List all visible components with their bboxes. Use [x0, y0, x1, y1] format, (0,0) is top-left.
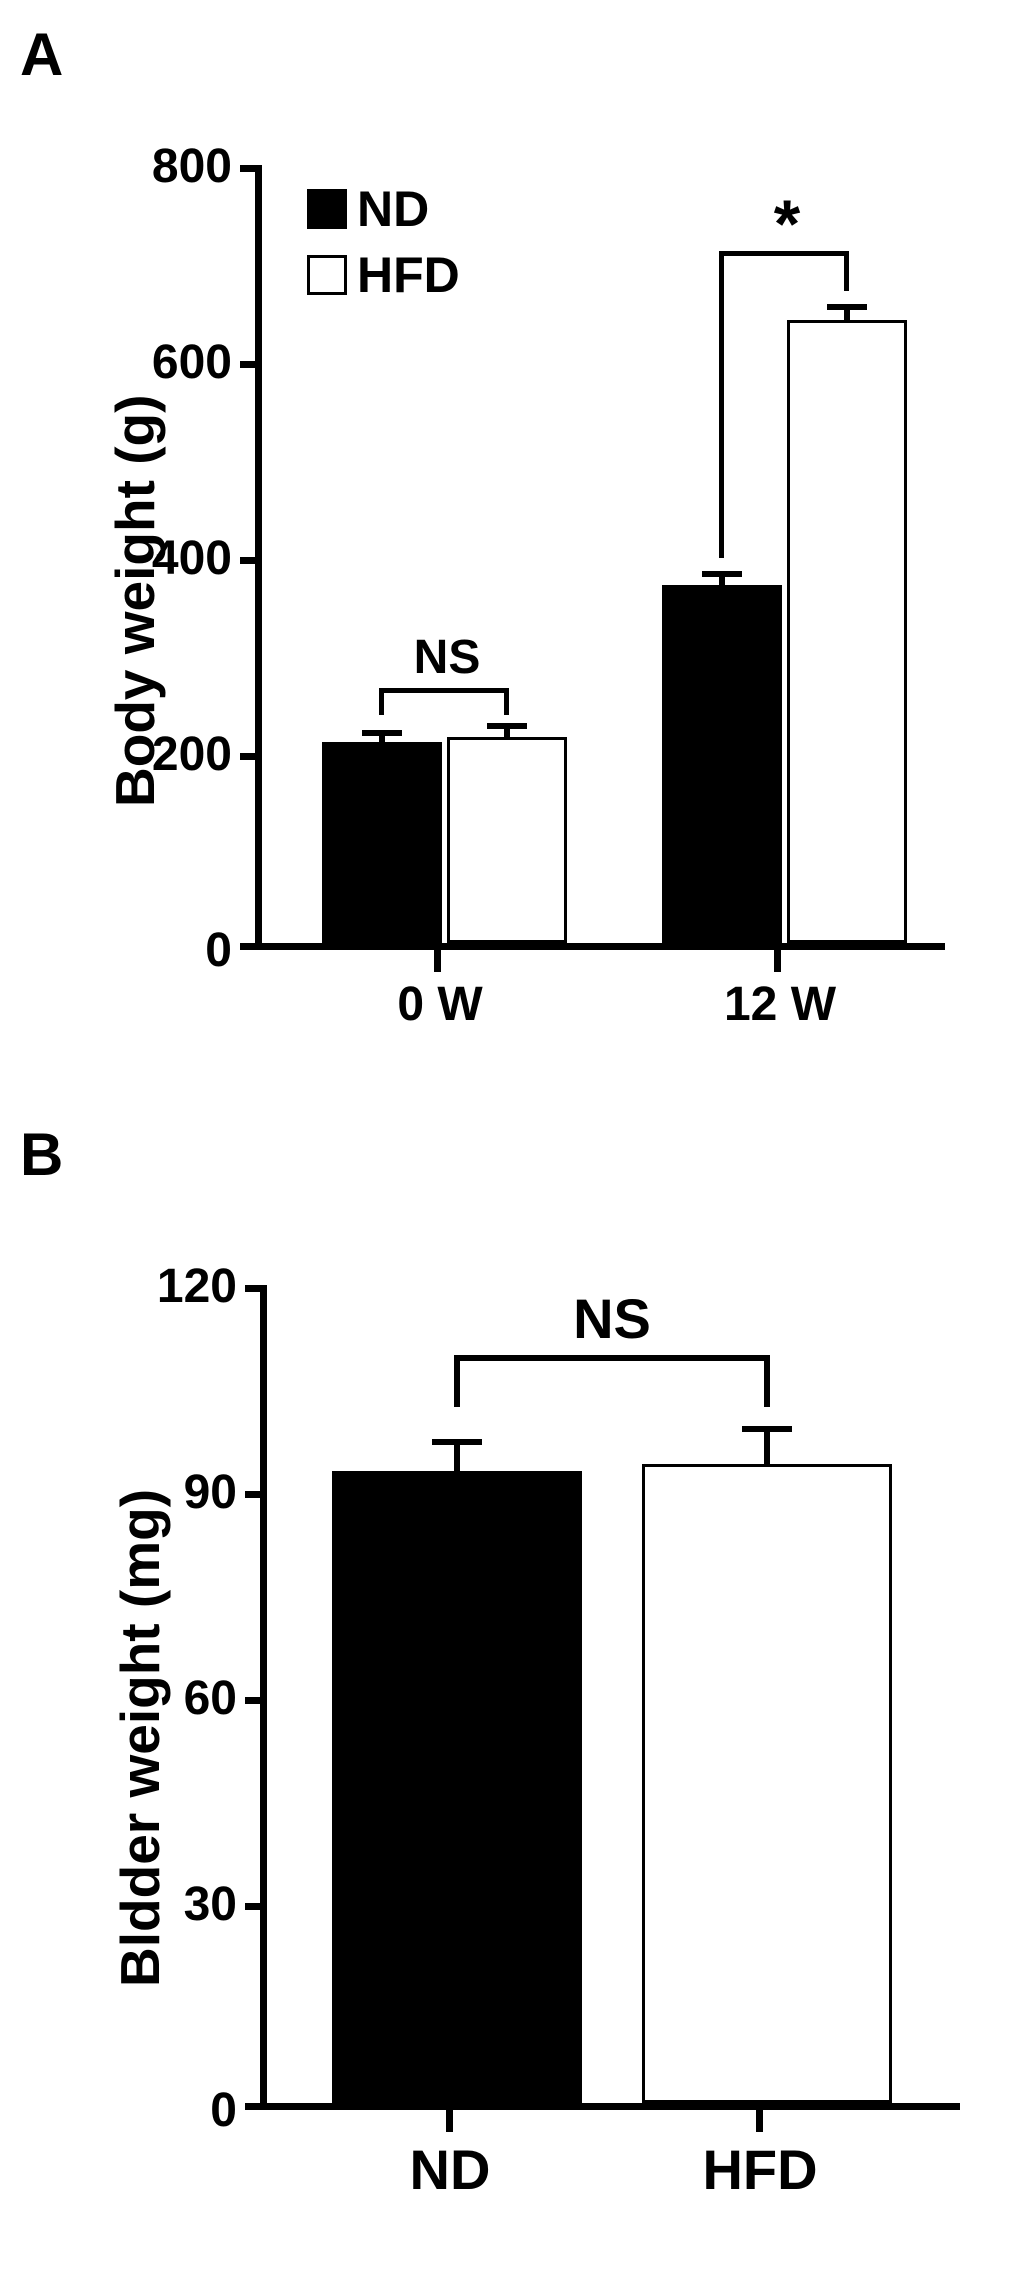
ytick-line	[240, 943, 262, 950]
chart-b-plot: 120 90 60 30 0 NS	[260, 1285, 960, 2110]
ytick-label: 30	[142, 1877, 237, 1932]
xtick-label: HFD	[675, 2137, 845, 2202]
legend-swatch-hfd	[307, 255, 347, 295]
errcap	[487, 723, 527, 729]
chart-a-legend: ND HFD	[307, 180, 460, 312]
ytick-label: 200	[132, 727, 232, 782]
ytick-line	[245, 1285, 267, 1292]
legend-label-nd: ND	[357, 180, 429, 238]
legend-item-hfd: HFD	[307, 246, 460, 304]
bar-12w-hfd	[787, 320, 907, 943]
xtick-line	[446, 2110, 453, 2132]
xtick-line	[756, 2110, 763, 2132]
errcap	[362, 730, 402, 736]
bracket-h	[379, 688, 509, 693]
xtick-label: 0 W	[355, 977, 525, 1032]
ytick-line	[240, 557, 262, 564]
errcap	[742, 1426, 792, 1432]
errcap	[432, 1439, 482, 1445]
annotation-ns-b: NS	[562, 1286, 662, 1351]
bracket-v	[764, 1361, 770, 1407]
ytick-label: 0	[132, 923, 232, 978]
xtick-line	[774, 950, 781, 972]
ytick-line	[245, 1697, 267, 1704]
legend-swatch-nd	[307, 189, 347, 229]
errcap	[702, 571, 742, 577]
ytick-line	[240, 165, 262, 172]
ytick-label: 60	[142, 1671, 237, 1726]
xtick-label: ND	[365, 2137, 535, 2202]
chart-a-plot: 800 600 400 200 0	[255, 165, 945, 950]
ytick-label: 800	[132, 139, 232, 194]
panel-b-label: B	[20, 1120, 63, 1189]
chart-b: Bldder weight (mg) 120 90 60 30 0	[260, 1285, 960, 2110]
ytick-line	[245, 1491, 267, 1498]
ytick-label: 0	[142, 2083, 237, 2138]
bracket-v	[719, 256, 724, 558]
ytick-label: 90	[142, 1465, 237, 1520]
errbar	[454, 1443, 460, 1471]
legend-label-hfd: HFD	[357, 246, 460, 304]
figure-root: A Body weight (g) 800 600 400 200 0	[0, 0, 1020, 2284]
ytick-line	[245, 1903, 267, 1910]
panel-a-label: A	[20, 20, 63, 89]
ytick-label: 120	[142, 1259, 237, 1314]
xtick-label: 12 W	[690, 977, 870, 1032]
bar-b-nd	[332, 1471, 582, 2103]
bracket-v	[504, 693, 509, 715]
ytick-line	[240, 361, 262, 368]
ytick-label: 400	[132, 531, 232, 586]
errcap	[827, 304, 867, 310]
bracket-v	[454, 1361, 460, 1407]
bracket-v	[379, 693, 384, 715]
errbar	[764, 1430, 770, 1464]
chart-a: Body weight (g) 800 600 400 200 0	[255, 165, 945, 950]
annotation-ns-a: NS	[402, 630, 492, 685]
bar-0w-nd	[322, 742, 442, 943]
bracket-v	[844, 256, 849, 291]
ytick-label: 600	[132, 335, 232, 390]
bar-b-hfd	[642, 1464, 892, 2103]
annotation-star-a: *	[757, 185, 817, 263]
xtick-line	[434, 950, 441, 972]
bracket-h	[454, 1355, 770, 1361]
bar-0w-hfd	[447, 737, 567, 943]
ytick-line	[245, 2103, 267, 2110]
bar-12w-nd	[662, 585, 782, 943]
ytick-line	[240, 753, 262, 760]
legend-item-nd: ND	[307, 180, 460, 238]
